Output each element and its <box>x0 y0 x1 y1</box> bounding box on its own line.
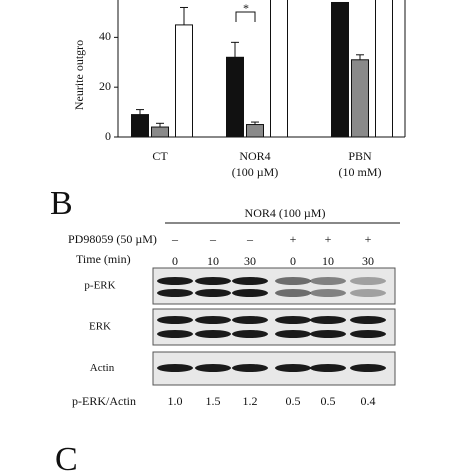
panel-letter: B <box>50 185 73 222</box>
error-bar <box>251 121 259 125</box>
row-cell: + <box>325 232 332 246</box>
quant-value: 1.0 <box>168 394 183 408</box>
blot-band <box>275 316 311 324</box>
y-tick-label: 0 <box>105 129 111 143</box>
error-bar <box>180 6 188 25</box>
blot-band <box>350 316 386 324</box>
row-label: Time (min) <box>76 252 131 266</box>
blot-band <box>195 364 231 372</box>
blot-band <box>310 364 346 372</box>
blot-panel <box>152 308 396 346</box>
blot-band <box>157 289 193 297</box>
blot-band <box>275 277 311 285</box>
quant-value: 0.5 <box>321 394 336 408</box>
x-tick-sublabel: (100 µM) <box>232 165 279 179</box>
quant-value: 1.2 <box>243 394 258 408</box>
blot-band <box>350 277 386 285</box>
blot-band <box>275 289 311 297</box>
blot-band <box>195 277 231 285</box>
blot-band <box>310 330 346 338</box>
blot-band <box>310 289 346 297</box>
quant-label: p-ERK/Actin <box>72 394 136 408</box>
row-cell: – <box>171 232 179 246</box>
y-axis-label: Neurite outgro <box>72 40 86 110</box>
blot-band <box>350 289 386 297</box>
row-cell: 0 <box>290 254 296 268</box>
blot-band <box>195 289 231 297</box>
y-tick-label: 20 <box>99 79 111 93</box>
blot-band <box>350 364 386 372</box>
row-cell: 10 <box>322 254 334 268</box>
y-tick-label: 40 <box>99 29 111 43</box>
bar <box>375 0 393 138</box>
blot-band <box>195 316 231 324</box>
significance-bracket <box>235 11 256 22</box>
bar <box>151 126 169 138</box>
bar <box>131 114 149 138</box>
blot-label: ERK <box>89 321 111 333</box>
x-tick-label: CT <box>152 149 168 163</box>
bar <box>331 1 349 138</box>
blot-band <box>195 330 231 338</box>
blot-label: Actin <box>90 362 115 374</box>
blot-band <box>232 277 268 285</box>
row-cell: + <box>290 232 297 246</box>
row-cell: 30 <box>362 254 374 268</box>
blot-band <box>350 330 386 338</box>
blot-label: p-ERK <box>84 280 115 292</box>
row-cell: – <box>209 232 217 246</box>
x-tick-label: NOR4 <box>239 149 270 163</box>
blot-band <box>232 330 268 338</box>
row-label: PD98059 (50 µM) <box>68 232 157 246</box>
quant-value: 0.5 <box>286 394 301 408</box>
row-cell: 10 <box>207 254 219 268</box>
blot-band <box>310 277 346 285</box>
blot-band <box>157 330 193 338</box>
blot-band <box>275 330 311 338</box>
blot-band <box>232 289 268 297</box>
quant-value: 0.4 <box>361 394 376 408</box>
error-bar <box>156 122 164 128</box>
blot-band <box>232 364 268 372</box>
panel-letter: C <box>55 441 78 474</box>
bar <box>226 56 244 138</box>
row-cell: 30 <box>244 254 256 268</box>
x-tick-sublabel: (10 mM) <box>339 165 382 179</box>
significance-mark: * <box>243 1 249 15</box>
blot-band <box>157 316 193 324</box>
bar <box>351 59 369 138</box>
blot-band <box>232 316 268 324</box>
row-cell: – <box>246 232 254 246</box>
row-cell: 0 <box>172 254 178 268</box>
quant-value: 1.5 <box>206 394 221 408</box>
blot-panel <box>152 267 396 305</box>
bar <box>270 0 288 138</box>
error-bar <box>356 54 364 60</box>
treatment-label: NOR4 (100 µM) <box>245 206 326 220</box>
error-bar <box>136 109 144 115</box>
bar <box>246 124 264 138</box>
blot-band <box>157 364 193 372</box>
blot-band <box>157 277 193 285</box>
blot-band <box>310 316 346 324</box>
x-tick-label: PBN <box>348 149 372 163</box>
bar <box>175 24 193 138</box>
blot-band <box>275 364 311 372</box>
row-cell: + <box>365 232 372 246</box>
error-bar <box>231 41 239 58</box>
